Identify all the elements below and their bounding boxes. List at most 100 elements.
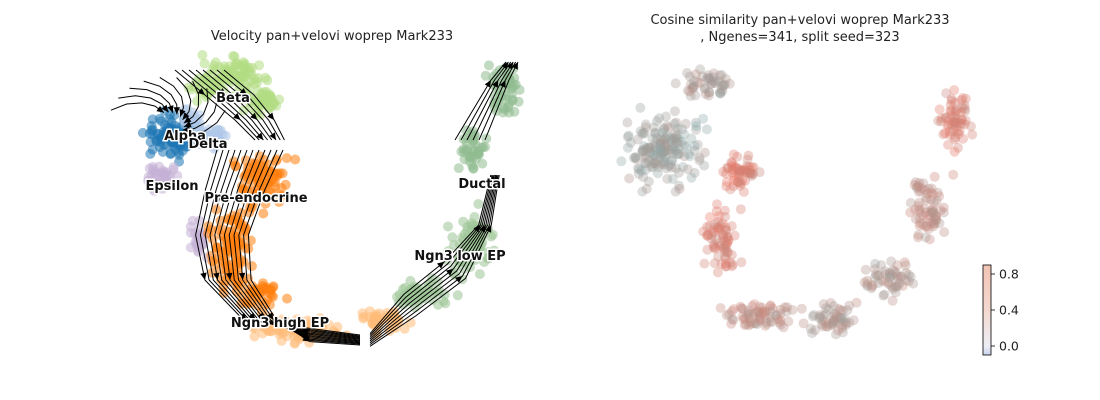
streamline [243,149,361,345]
cell-point [740,175,751,186]
cell-point [447,232,458,243]
cell-point [741,309,752,320]
cell-point [635,102,646,113]
cell-point [665,137,676,148]
cell-point [640,153,651,163]
cell-point [957,102,968,113]
streamline [466,61,512,141]
cell-point [869,272,880,283]
cell-point [833,325,843,336]
cell-point [876,275,887,286]
cell-point [721,176,732,187]
cell-point [949,117,960,128]
cell-point [891,281,902,292]
cell-point [228,50,239,61]
cell-point [143,175,154,186]
cell-point [753,306,764,317]
cell-point [267,282,278,293]
cell-point [956,118,967,129]
cell-point [703,90,714,101]
cell-point [752,306,763,317]
cell-point [492,73,503,84]
cell-point [754,309,765,320]
cell-point [719,246,730,257]
cell-point [656,159,667,169]
cell-point [892,260,903,271]
cell-point [765,306,776,317]
cell-point [734,167,745,178]
cell-point [729,162,740,172]
cell-point [616,156,627,167]
cell-point [746,162,757,173]
cell-point [157,132,168,143]
cell-point [702,230,713,241]
cell-point [925,205,936,216]
cell-point [835,312,846,323]
cell-point [827,318,838,329]
cell-point [685,151,696,162]
cell-point [890,287,901,298]
cell-point [919,203,930,214]
cell-point [821,321,832,332]
cell-point [728,149,739,160]
cell-point [405,317,416,328]
cell-point [670,145,681,156]
cell-point [640,158,650,168]
stream-arrow [218,88,226,95]
cell-point [905,207,916,218]
cell-point [717,229,728,240]
cell-point [890,281,900,292]
cell-point [914,187,924,197]
cell-point [638,146,649,157]
cell-point [828,301,839,311]
cluster-label-beta: Beta [216,91,250,106]
cell-point [729,171,740,182]
cell-point [956,114,967,125]
cell-point [953,128,964,139]
cell-point [760,320,771,331]
cell-point [637,146,648,157]
cell-point [671,136,682,147]
cell-point [656,149,667,160]
cell-point [920,221,931,232]
cell-point [728,181,739,192]
cell-point [157,183,168,194]
stream-arrow [238,272,246,280]
cell-point [666,162,677,173]
cell-point [920,207,931,218]
cell-point [921,192,932,203]
cell-point [960,106,971,117]
cell-point [677,162,688,172]
cell-point [635,126,646,137]
cell-point [743,307,754,318]
cell-point [688,81,698,92]
cell-point [176,138,187,148]
cell-point [259,283,270,294]
cell-point [922,213,933,224]
cell-point [640,158,651,169]
cell-point [659,157,670,168]
cell-point [702,230,713,241]
cell-point [871,269,881,280]
cell-point [721,244,732,254]
cell-point [676,136,687,147]
cell-point [744,320,754,331]
cell-point [718,232,729,243]
cell-point [805,323,816,334]
stream-arrow [226,272,233,280]
cell-point [695,78,706,88]
cell-point [699,160,710,171]
cell-point [514,84,525,95]
cell-point [841,318,852,329]
cell-point [452,290,463,301]
cell-point [692,139,703,150]
cell-point [886,270,897,281]
cell-point [249,96,260,107]
cell-point [744,309,754,320]
cell-point [149,185,160,196]
cell-point [650,127,661,138]
cell-point [669,141,680,152]
cell-point [948,125,959,136]
cell-point [888,283,898,294]
cell-point [754,315,765,326]
